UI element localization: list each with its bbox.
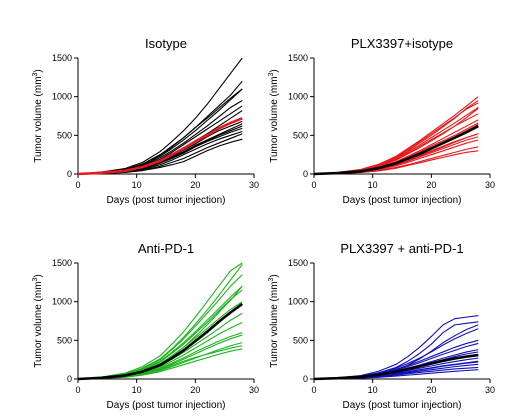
x-tick-label: 0: [311, 180, 316, 190]
y-axis-label: Tumor volume (mm3): [268, 274, 280, 368]
x-tick-label: 20: [426, 385, 436, 395]
x-axis-label: Days (post tumor injection): [107, 195, 226, 206]
y-tick-label: 500: [293, 335, 308, 345]
y-tick-label: 1500: [52, 258, 72, 268]
individual-curves: [313, 315, 479, 380]
y-tick-label: 1000: [288, 297, 308, 307]
y-tick-label: 0: [67, 169, 72, 179]
chart-panel-3: Anti-PD-1 0 500 1000 1500 0 10 20 30 Days (post t…: [32, 241, 259, 411]
x-tick-label: 10: [368, 385, 378, 395]
x-axis-label: Days (post tumor injection): [107, 400, 226, 411]
panel-title: Isotype: [145, 36, 187, 51]
mean-curve: [77, 302, 244, 381]
y-tick-label: 1500: [288, 53, 308, 63]
y-tick-label: 0: [67, 374, 72, 384]
x-tick-label: 0: [75, 180, 80, 190]
x-tick-label: 20: [426, 180, 436, 190]
y-tick-label: 1000: [288, 92, 308, 102]
chart-panel-1: Isotype 0 500 1000 1500 0 10 20 30 Days (post tum…: [32, 36, 259, 206]
x-axis-label: Days (post tumor injection): [343, 195, 462, 206]
y-tick-label: 500: [57, 335, 72, 345]
series-line-4: [77, 262, 243, 380]
x-tick-label: 30: [485, 180, 495, 190]
x-tick-label: 0: [75, 385, 80, 395]
x-tick-label: 10: [132, 385, 142, 395]
y-axis-label: Tumor volume (mm3): [32, 274, 44, 368]
panel-title: PLX3397 + anti-PD-1: [340, 241, 463, 256]
individual-curves: [77, 57, 243, 175]
x-axis-label: Days (post tumor injection): [343, 400, 462, 411]
y-axis-label: Tumor volume (mm3): [32, 69, 44, 163]
x-tick-label: 10: [132, 180, 142, 190]
mean-curve: [313, 353, 479, 381]
x-tick-label: 0: [311, 385, 316, 395]
x-tick-label: 10: [368, 180, 378, 190]
individual-curves: [77, 262, 243, 380]
series-line-15: [313, 102, 479, 175]
series-line-4: [77, 57, 243, 175]
y-tick-label: 0: [303, 169, 308, 179]
x-tick-label: 20: [190, 180, 200, 190]
y-tick-label: 0: [303, 374, 308, 384]
x-tick-label: 30: [485, 385, 495, 395]
y-tick-label: 500: [57, 130, 72, 140]
series-line-5: [313, 124, 479, 175]
panel-title: PLX3397+isotype: [351, 36, 453, 51]
y-tick-label: 1500: [52, 53, 72, 63]
mean-curve: [77, 117, 243, 176]
panel-title: Anti-PD-1: [138, 241, 194, 256]
y-tick-label: 1500: [288, 258, 308, 268]
y-axis-label: Tumor volume (mm3): [268, 69, 280, 163]
x-tick-label: 20: [190, 385, 200, 395]
y-tick-label: 1000: [52, 297, 72, 307]
y-tick-label: 1000: [52, 92, 72, 102]
chart-panel-2: PLX3397+isotype 0 500 1000 1500 0 10 20 30 Days (…: [268, 36, 495, 206]
x-tick-label: 30: [249, 385, 259, 395]
y-tick-label: 500: [293, 130, 308, 140]
mean-curve: [313, 124, 479, 176]
chart-panel-4: PLX3397 + anti-PD-1 0 500 1000 1500 0 10 20 30 Da…: [268, 241, 495, 411]
x-tick-label: 30: [249, 180, 259, 190]
